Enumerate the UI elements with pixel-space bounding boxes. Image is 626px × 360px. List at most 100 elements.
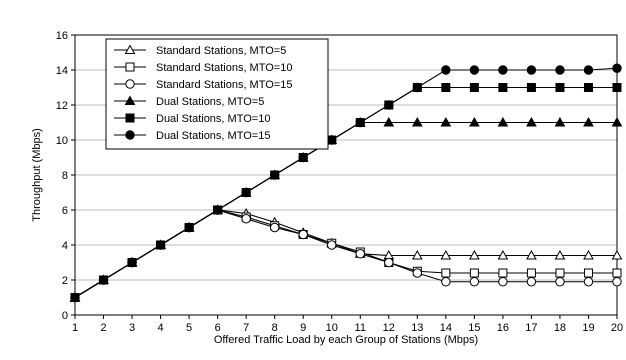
data-point — [583, 116, 594, 127]
legend-label: Standard Stations, MTO=15 — [156, 79, 292, 91]
series-line — [74, 209, 617, 298]
data-point — [526, 83, 536, 92]
x-tick-label: 20 — [611, 322, 623, 334]
data-point — [583, 65, 594, 75]
series-group — [69, 63, 623, 303]
data-point — [440, 116, 452, 127]
legend-marker — [124, 44, 136, 54]
x-tick-label: 17 — [525, 322, 537, 334]
y-tick-label: 16 — [56, 30, 68, 42]
data-point — [498, 268, 508, 278]
x-tick-label: 4 — [158, 322, 164, 334]
data-point — [412, 268, 423, 278]
data-point — [355, 249, 365, 259]
data-point — [555, 83, 565, 92]
x-tick-label: 15 — [468, 322, 480, 334]
legend: Standard Stations, MTO=5 Standard Station… — [105, 38, 329, 150]
x-tick-label: 7 — [243, 322, 249, 334]
data-point — [612, 83, 622, 92]
legend-marker — [125, 113, 135, 123]
legend-item: Standard Stations, MTO=15 — [114, 79, 292, 91]
legend-label: Standard Stations, MTO=5 — [156, 45, 286, 57]
data-point — [583, 83, 593, 92]
data-point — [498, 277, 508, 287]
x-tick-label: 16 — [497, 322, 509, 334]
legend-marker — [125, 130, 135, 140]
legend-item: Dual Stations, MTO=5 — [114, 95, 264, 108]
x-tick-label: 8 — [272, 322, 278, 334]
x-tick-label: 14 — [440, 322, 452, 334]
series-2 — [70, 205, 622, 302]
data-point — [98, 275, 109, 285]
legend-marker — [124, 95, 136, 105]
data-point — [583, 249, 594, 260]
x-tick-label: 10 — [326, 322, 338, 334]
data-point — [127, 257, 137, 268]
x-tick-label: 19 — [582, 322, 594, 334]
x-tick-label: 11 — [355, 322, 366, 334]
legend-marker — [125, 79, 135, 89]
data-point — [526, 116, 537, 127]
data-point — [327, 135, 337, 145]
series-line — [74, 209, 617, 298]
legend-item: Standard Stations, MTO=10 — [114, 62, 292, 74]
x-tick-label: 6 — [215, 322, 221, 334]
data-point — [526, 268, 536, 278]
y-tick-label: 14 — [56, 65, 68, 77]
x-axis-label: Offered Traffic Load by each Group of St… — [214, 334, 478, 346]
data-point — [327, 240, 337, 250]
data-point — [212, 205, 223, 215]
data-point — [469, 277, 480, 287]
data-point — [612, 268, 622, 278]
data-point — [412, 82, 423, 93]
data-point — [269, 222, 280, 233]
data-point — [411, 116, 423, 127]
legend-item: Dual Stations, MTO=15 — [114, 130, 270, 142]
x-tick-label: 18 — [554, 322, 566, 334]
series-1 — [69, 204, 623, 302]
data-point — [611, 116, 623, 127]
x-tick-label: 13 — [411, 322, 423, 334]
data-point — [298, 152, 308, 163]
data-point — [526, 65, 537, 75]
legend-label: Dual Stations, MTO=5 — [156, 96, 264, 108]
legend-item: Dual Stations, MTO=10 — [114, 113, 270, 125]
data-point — [526, 249, 537, 260]
data-point — [440, 249, 452, 260]
data-point — [384, 257, 394, 268]
series-6 — [70, 63, 622, 303]
y-tick-label: 10 — [56, 135, 68, 147]
x-tick-label: 2 — [100, 322, 106, 334]
x-tick-label: 9 — [300, 322, 306, 334]
legend-label: Dual Stations, MTO=15 — [156, 130, 270, 142]
data-point — [498, 83, 508, 92]
y-tick-label: 8 — [62, 170, 68, 182]
data-point — [241, 187, 251, 198]
data-point — [469, 65, 480, 75]
x-tick-label: 12 — [383, 322, 395, 334]
x-tick-label: 1 — [72, 322, 78, 334]
series-3 — [70, 205, 622, 303]
data-point — [555, 277, 565, 287]
data-point — [555, 65, 565, 75]
data-point — [555, 268, 565, 278]
data-point — [155, 240, 166, 250]
y-tick-label: 2 — [62, 275, 68, 287]
data-point — [384, 100, 394, 110]
data-point — [612, 277, 622, 287]
data-point — [184, 222, 194, 233]
x-tick-label: 5 — [186, 322, 192, 334]
y-tick-label: 12 — [56, 100, 68, 112]
data-point — [498, 65, 508, 75]
data-point — [611, 249, 623, 260]
data-point — [441, 277, 451, 287]
y-axis-label: Throughput (Mbps) — [31, 128, 43, 222]
y-tick-label: 4 — [62, 240, 68, 252]
data-point — [583, 277, 594, 287]
y-tick-label: 0 — [62, 310, 68, 322]
data-point — [469, 83, 479, 92]
legend-box — [105, 38, 329, 150]
data-point — [355, 117, 365, 128]
data-point — [441, 268, 451, 278]
